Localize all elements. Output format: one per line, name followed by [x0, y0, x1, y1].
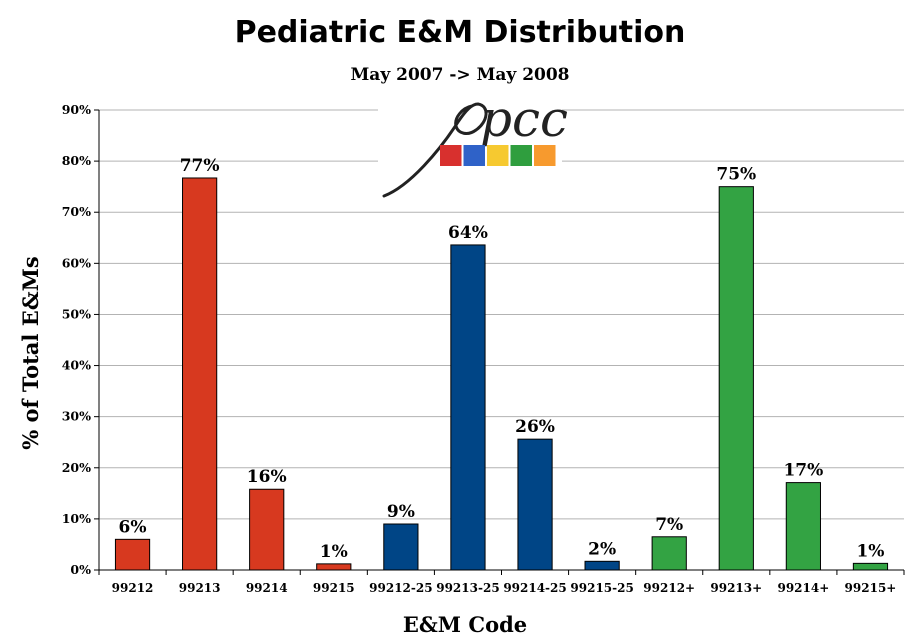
- y-tick-label: 10%: [62, 511, 91, 526]
- pcc-logo: pcc: [378, 90, 568, 200]
- y-axis-label: % of Total E&Ms: [18, 256, 43, 449]
- logo-swatch: [510, 145, 532, 166]
- x-tick-label: 99215+: [845, 581, 897, 595]
- bar-99214-25: [517, 438, 553, 571]
- x-tick-label: 99214-25: [503, 581, 566, 595]
- logo-swoosh: [382, 102, 488, 198]
- bar-99215-25: [584, 560, 620, 571]
- x-tick-label: 99213+: [710, 581, 762, 595]
- x-tick-label: 99214+: [777, 581, 829, 595]
- x-tick-label: 99213: [179, 581, 221, 595]
- x-tick-label: 99213-25: [436, 581, 499, 595]
- bar-99213-25: [450, 244, 486, 571]
- y-tick-label: 80%: [62, 153, 91, 168]
- x-axis-label: E&M Code: [403, 612, 527, 637]
- bar-99213+: [718, 186, 754, 571]
- logo-swatches: [440, 145, 556, 166]
- chart-title: Pediatric E&M Distribution: [235, 15, 686, 50]
- bar-99212-25: [383, 523, 419, 571]
- data-label-99213: 77%: [180, 156, 220, 176]
- data-label-99215: 1%: [320, 542, 348, 562]
- y-tick-label: 70%: [62, 204, 91, 219]
- data-label-99213+: 75%: [716, 165, 756, 185]
- bar-99212: [114, 538, 151, 571]
- data-label-99214+: 17%: [783, 461, 823, 481]
- bar-99215+: [852, 562, 889, 571]
- y-tick-label: 60%: [62, 255, 91, 270]
- y-tick-label: 20%: [62, 460, 91, 475]
- logo-swatch: [463, 145, 485, 166]
- y-tick-label: 50%: [62, 306, 91, 321]
- bar-99213: [182, 177, 218, 571]
- x-tick-label: 99212-25: [369, 581, 432, 595]
- data-label-99212-25: 9%: [387, 502, 415, 522]
- x-tick-label: 99214: [246, 581, 288, 595]
- bar-99215: [316, 563, 352, 571]
- logo-wordmark: pcc: [480, 90, 568, 148]
- logo-swatch: [534, 145, 556, 166]
- y-tick-label: 90%: [62, 102, 91, 117]
- y-tick-label: 0%: [70, 562, 91, 577]
- x-tick-label: 99215: [313, 581, 355, 595]
- x-tick-label: 99212: [112, 581, 154, 595]
- data-label-99214: 16%: [247, 467, 287, 487]
- data-label-99212: 6%: [119, 517, 147, 537]
- data-label-99214-25: 26%: [515, 417, 555, 437]
- bar-99214: [249, 488, 285, 571]
- data-label-99212+: 7%: [655, 515, 683, 535]
- x-tick-label: 99212+: [643, 581, 695, 595]
- y-tick-label: 40%: [62, 358, 91, 373]
- chart-subtitle: May 2007 -> May 2008: [350, 65, 569, 85]
- logo-swatch: [487, 145, 509, 166]
- y-tick-label: 30%: [62, 409, 91, 424]
- x-tick-label: 99215-25: [570, 581, 633, 595]
- bar-99214+: [785, 482, 821, 571]
- data-label-99215-25: 2%: [588, 539, 616, 559]
- data-label-99213-25: 64%: [448, 223, 488, 243]
- data-labels: 6% 77% 16% 1% 9% 64% 26% 2% 7% 75% 17% 1%: [119, 156, 885, 562]
- data-label-99215+: 1%: [856, 541, 884, 561]
- bars: [114, 177, 889, 571]
- x-axis-ticks: 99212 99213 99214 99215 99212-25 99213-25 9921…: [112, 570, 905, 595]
- bar-99212+: [651, 536, 687, 571]
- y-axis-ticks: 0% 10% 20% 30% 40% 50% 60% 70% 80% 90%: [62, 102, 99, 577]
- logo-swatch: [440, 145, 462, 166]
